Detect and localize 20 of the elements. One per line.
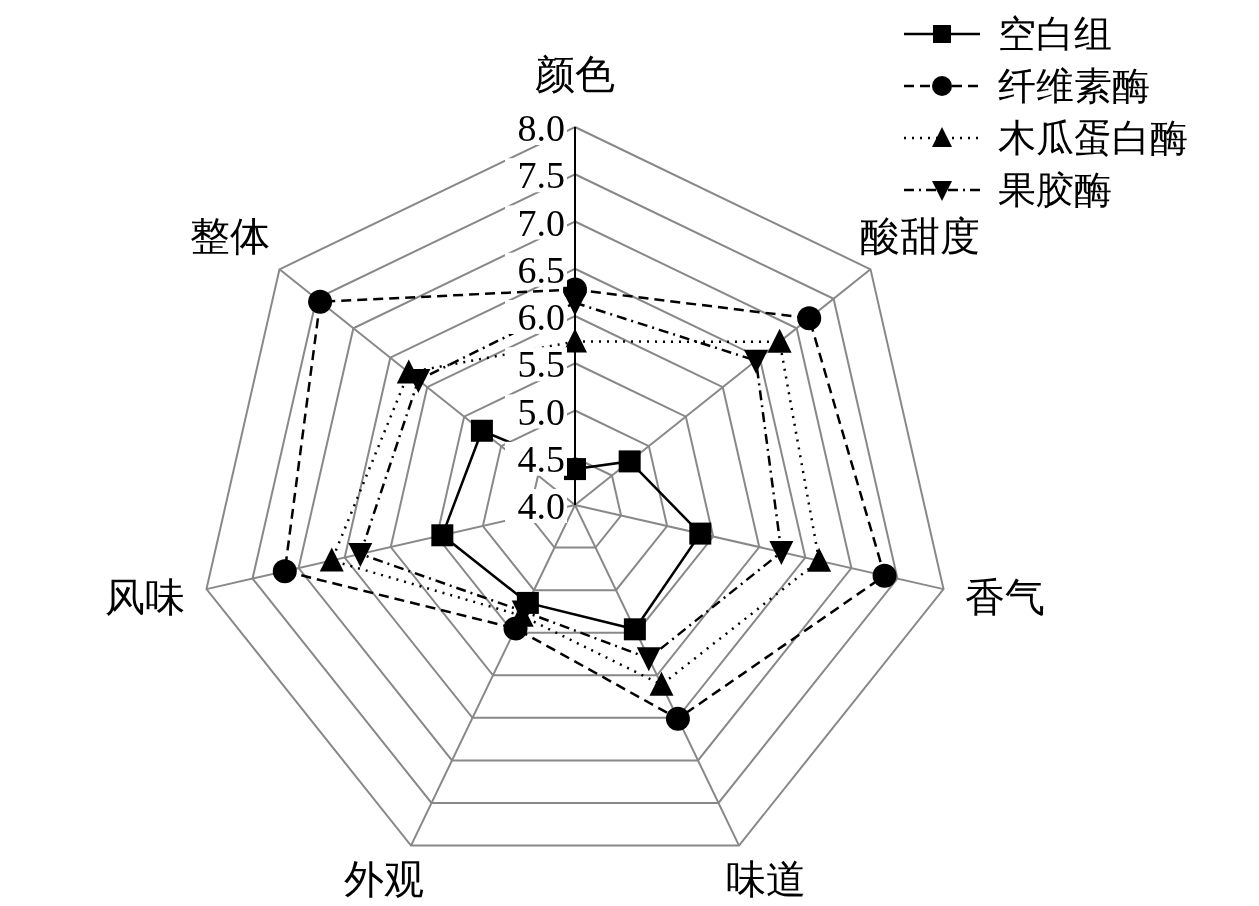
y-tick-label: 5.5 [517,343,565,386]
y-tick-label: 4.0 [517,485,565,527]
y-tick-label: 7.5 [517,154,565,197]
spoke-label: 酸甜度 [859,213,980,259]
y-tick-label: 6.5 [517,248,565,291]
y-tick-label: 8.0 [517,107,565,149]
legend-label: 纤维素酶 [998,64,1150,109]
y-tick-label: 4.5 [517,437,565,480]
legend-label: 果胶酶 [998,168,1112,213]
spoke-label: 整体 [190,213,271,259]
legend-label: 木瓜蛋白酶 [998,116,1188,161]
y-tick-label: 6.0 [517,296,565,338]
spoke-label: 风味 [105,575,186,621]
y-tick-label: 5.0 [517,390,565,433]
legend-label: 空白组 [998,12,1112,57]
spoke-label: 外观 [343,857,424,903]
spoke-label: 颜色 [535,51,615,97]
spoke-label: 香气 [964,575,1045,621]
spoke-label: 味道 [726,857,807,903]
y-tick-label: 7.0 [517,201,565,244]
